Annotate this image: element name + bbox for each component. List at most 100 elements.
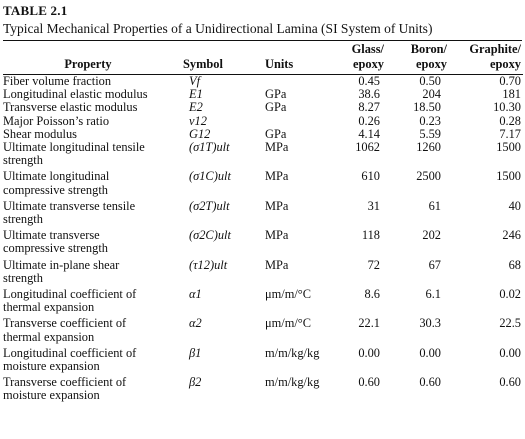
table-row: Transverse coefficient of thermal expans… xyxy=(3,317,523,346)
symbol-cell: Vf xyxy=(189,74,201,88)
table-row: Major Poisson’s ratio ν12 0.26 0.23 0.28 xyxy=(3,113,523,128)
units-cell: m/m/kg/kg xyxy=(265,375,320,390)
property-cell: Transverse elastic modulus xyxy=(3,100,138,115)
boron-epoxy-value: 0.00 xyxy=(419,345,441,360)
graphite-epoxy-value: 40 xyxy=(508,198,521,213)
property-cell: Longitudinal coefficient of thermal expa… xyxy=(3,287,137,315)
glass-epoxy-value: 118 xyxy=(361,228,380,243)
symbol-cell: ν12 xyxy=(189,113,207,128)
table-row: Longitudinal coefficient of thermal expa… xyxy=(3,287,523,317)
property-cell: Ultimate longitudinal tensile strength xyxy=(3,140,145,168)
symbol-cell: E2 xyxy=(189,100,203,115)
glass-epoxy-value: 0.45 xyxy=(358,74,380,88)
symbol-cell: α2 xyxy=(189,316,202,331)
units-cell: μm/m/°C xyxy=(265,287,312,302)
graphite-epoxy-value: 181 xyxy=(502,87,521,102)
boron-epoxy-value: 0.50 xyxy=(419,74,441,88)
symbol-cell: (σ1C)ult xyxy=(189,169,231,184)
glass-epoxy-value: 8.27 xyxy=(358,100,380,115)
property-cell: Ultimate in-plane shear strength xyxy=(3,257,120,285)
symbol-cell: β2 xyxy=(189,375,202,390)
glass-epoxy-value: 1062 xyxy=(355,140,380,155)
property-cell: Longitudinal coefficient of moisture exp… xyxy=(3,345,137,374)
units-cell: GPa xyxy=(265,126,287,141)
table-row: Fiber volume fraction Vf 0.45 0.50 0.70 xyxy=(3,75,523,89)
units-cell: MPa xyxy=(265,228,289,243)
property-cell: Major Poisson’s ratio xyxy=(3,113,110,128)
table-row: Longitudinal elastic modulus E1 GPa 38.6 204… xyxy=(3,88,523,101)
header-property: Property xyxy=(3,41,173,75)
header-row: Property Symbol Units Glass/ epoxy Boron… xyxy=(3,41,523,75)
properties-table: Property Symbol Units Glass/ epoxy Boron… xyxy=(3,41,523,406)
boron-epoxy-value: 6.1 xyxy=(425,287,442,302)
table-row: Ultimate in-plane shear strength (τ12)ult… xyxy=(3,257,523,288)
table-row: Longitudinal coefficient of moisture exp… xyxy=(3,345,523,376)
boron-epoxy-value: 2500 xyxy=(416,169,441,184)
graphite-epoxy-value: 1500 xyxy=(496,140,521,155)
property-cell: Shear modulus xyxy=(3,126,77,141)
symbol-cell: (σ2T)ult xyxy=(189,198,230,213)
header-symbol: Symbol xyxy=(173,41,245,75)
units-cell xyxy=(245,115,325,128)
table-caption: Typical Mechanical Properties of a Unidi… xyxy=(3,21,433,36)
table-row: Ultimate transverse tensile strength (σ2T… xyxy=(3,198,523,229)
boron-epoxy-value: 202 xyxy=(422,228,441,243)
table-label: TABLE 2.1 xyxy=(3,3,68,18)
boron-epoxy-value: 61 xyxy=(428,198,441,213)
boron-epoxy-value: 18.50 xyxy=(413,100,441,115)
boron-epoxy-value: 0.60 xyxy=(419,375,441,390)
units-cell: MPa xyxy=(265,198,289,213)
graphite-epoxy-value: 10.30 xyxy=(493,100,521,115)
boron-epoxy-value: 5.59 xyxy=(419,126,441,141)
glass-epoxy-value: 31 xyxy=(367,198,380,213)
glass-epoxy-value: 4.14 xyxy=(358,126,380,141)
boron-epoxy-value: 30.3 xyxy=(419,316,441,331)
glass-epoxy-value: 0.26 xyxy=(358,113,380,128)
graphite-epoxy-value: 1500 xyxy=(496,169,521,184)
graphite-epoxy-value: 22.5 xyxy=(499,316,521,331)
boron-epoxy-value: 1260 xyxy=(416,140,441,155)
graphite-epoxy-value: 0.28 xyxy=(499,113,521,128)
table-row: Shear modulus G12 GPa 4.14 5.59 7.17 xyxy=(3,126,523,141)
units-cell: μm/m/°C xyxy=(265,316,312,331)
symbol-cell: (σ2C)ult xyxy=(189,228,231,243)
units-cell: GPa xyxy=(265,100,287,115)
property-cell: Ultimate longitudinal compressive streng… xyxy=(3,169,110,197)
table-row: Transverse coefficient of moisture expan… xyxy=(3,376,523,405)
property-cell: Transverse coefficient of moisture expan… xyxy=(3,375,127,403)
units-cell: m/m/kg/kg xyxy=(265,345,320,360)
table-row: Transverse elastic modulus E2 GPa 8.27 18.50… xyxy=(3,101,523,114)
table-row: Ultimate longitudinal tensile strength (σ… xyxy=(3,140,523,170)
graphite-epoxy-value: 0.00 xyxy=(499,345,521,360)
symbol-cell: β1 xyxy=(189,345,202,360)
symbol-cell: α1 xyxy=(189,287,202,302)
units-cell: MPa xyxy=(265,140,289,155)
property-cell: Ultimate transverse tensile strength xyxy=(3,198,136,227)
property-cell: Ultimate transverse compressive strength xyxy=(3,228,108,256)
boron-epoxy-value: 204 xyxy=(422,87,441,102)
property-cell: Longitudinal elastic modulus xyxy=(3,87,148,102)
units-cell xyxy=(245,75,325,89)
glass-epoxy-value: 8.6 xyxy=(364,287,381,302)
units-cell: MPa xyxy=(265,169,289,184)
boron-epoxy-value: 0.23 xyxy=(419,113,441,128)
units-cell: MPa xyxy=(265,257,289,272)
graphite-epoxy-value: 0.02 xyxy=(499,287,521,302)
table-container: TABLE 2.1 Typical Mechanical Properties … xyxy=(3,3,523,406)
boron-epoxy-value: 67 xyxy=(428,257,441,272)
table-body: Fiber volume fraction Vf 0.45 0.50 0.70 Longi… xyxy=(3,75,523,406)
glass-epoxy-value: 22.1 xyxy=(358,316,380,331)
graphite-epoxy-value: 0.60 xyxy=(499,375,521,390)
property-cell: Fiber volume fraction xyxy=(3,74,112,88)
top-rule xyxy=(3,40,522,41)
glass-epoxy-value: 0.00 xyxy=(358,345,380,360)
glass-epoxy-value: 610 xyxy=(361,169,380,184)
glass-epoxy-value: 0.60 xyxy=(358,375,380,390)
header-boron-epoxy: Boron/ epoxy xyxy=(386,41,449,75)
header-graphite-epoxy: Graphite/ epoxy xyxy=(449,41,523,75)
table-row: Ultimate transverse compressive strength… xyxy=(3,229,523,258)
symbol-cell: E1 xyxy=(189,87,203,102)
header-units: Units xyxy=(245,41,325,75)
graphite-epoxy-value: 68 xyxy=(508,257,521,272)
header-glass-epoxy: Glass/ epoxy xyxy=(325,41,386,75)
